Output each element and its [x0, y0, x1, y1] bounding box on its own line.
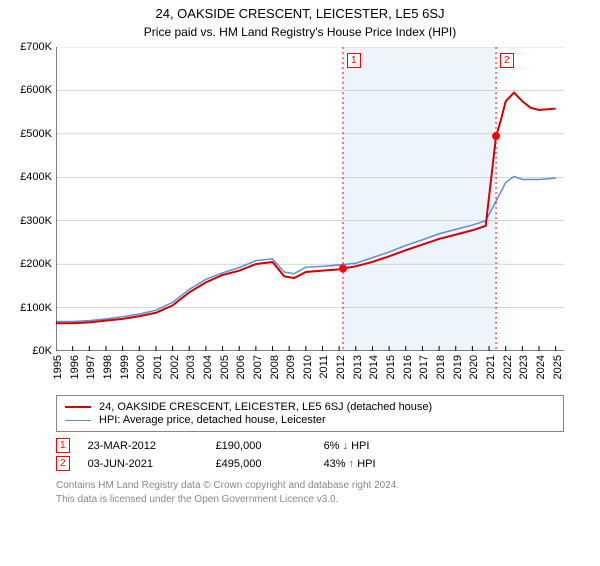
x-axis-label: 2010 [302, 355, 314, 379]
sale-price: £495,000 [216, 458, 306, 470]
x-axis-label: 1998 [102, 355, 114, 379]
sale-row: 2 03-JUN-2021 £495,000 43% ↑ HPI [56, 456, 564, 471]
x-axis-label: 2023 [518, 355, 530, 379]
legend-swatch [65, 406, 91, 408]
x-axis-label: 2024 [535, 355, 547, 379]
sale-row: 1 23-MAR-2012 £190,000 6% ↓ HPI [56, 438, 564, 453]
footer-line: This data is licensed under the Open Gov… [56, 493, 564, 507]
legend-row: 24, OAKSIDE CRESCENT, LEICESTER, LE5 6SJ… [65, 401, 555, 413]
y-axis-label: £600K [20, 84, 52, 96]
x-axis-label: 2020 [468, 355, 480, 379]
y-axis-label: £0K [32, 345, 52, 357]
x-axis-label: 2012 [335, 355, 347, 379]
legend: 24, OAKSIDE CRESCENT, LEICESTER, LE5 6SJ… [56, 395, 564, 432]
x-axis-label: 2021 [485, 355, 497, 379]
x-axis-label: 2000 [135, 355, 147, 379]
x-axis-label: 2016 [402, 355, 414, 379]
x-axis-label: 2007 [252, 355, 264, 379]
x-axis-label: 2022 [502, 355, 514, 379]
x-axis-label: 1999 [119, 355, 131, 379]
x-axis-label: 2005 [219, 355, 231, 379]
x-axis-label: 2015 [385, 355, 397, 379]
attribution-footer: Contains HM Land Registry data © Crown c… [56, 479, 564, 506]
sale-date: 03-JUN-2021 [88, 458, 198, 470]
sales-table: 1 23-MAR-2012 £190,000 6% ↓ HPI 2 03-JUN-2021… [56, 438, 564, 471]
x-axis-label: 1996 [69, 355, 81, 379]
sale-pct-vs-hpi: 6% ↓ HPI [324, 440, 434, 452]
legend-row: HPI: Average price, detached house, Leic… [65, 414, 555, 426]
legend-swatch [65, 420, 91, 421]
x-axis-label: 2001 [152, 355, 164, 379]
x-axis-label: 1995 [52, 355, 64, 379]
y-axis-label: £700K [20, 41, 52, 53]
sale-date: 23-MAR-2012 [88, 440, 198, 452]
footer-line: Contains HM Land Registry data © Crown c… [56, 479, 564, 493]
sale-marker-badge: 2 [500, 53, 514, 68]
sale-pct-vs-hpi: 43% ↑ HPI [324, 458, 434, 470]
x-axis-label: 2008 [269, 355, 281, 379]
x-axis-label: 2017 [418, 355, 430, 379]
sale-badge: 2 [56, 456, 70, 471]
legend-label: 24, OAKSIDE CRESCENT, LEICESTER, LE5 6SJ… [99, 401, 432, 413]
x-axis-label: 2003 [185, 355, 197, 379]
x-axis-label: 2013 [352, 355, 364, 379]
y-axis-label: £200K [20, 258, 52, 270]
y-axis-label: £100K [20, 302, 52, 314]
price-chart: £0K£100K£200K£300K£400K£500K£600K£700K19… [56, 47, 564, 351]
sale-badge: 1 [56, 438, 70, 453]
legend-label: HPI: Average price, detached house, Leic… [99, 414, 326, 426]
sale-marker-badge: 1 [347, 53, 361, 68]
x-axis-label: 2004 [202, 355, 214, 379]
x-axis-label: 2006 [235, 355, 247, 379]
page-subtitle: Price paid vs. HM Land Registry's House … [0, 25, 600, 39]
y-axis-label: £500K [20, 128, 52, 140]
x-axis-label: 2002 [169, 355, 181, 379]
page-title: 24, OAKSIDE CRESCENT, LEICESTER, LE5 6SJ [0, 6, 600, 21]
x-axis-label: 2018 [435, 355, 447, 379]
x-axis-label: 2019 [452, 355, 464, 379]
chart-svg [56, 47, 564, 351]
x-axis-label: 1997 [85, 355, 97, 379]
sale-price: £190,000 [216, 440, 306, 452]
x-axis-label: 2025 [552, 355, 564, 379]
x-axis-label: 2009 [285, 355, 297, 379]
x-axis-label: 2011 [318, 355, 330, 379]
y-axis-label: £400K [20, 171, 52, 183]
y-axis-label: £300K [20, 215, 52, 227]
x-axis-label: 2014 [368, 355, 380, 379]
